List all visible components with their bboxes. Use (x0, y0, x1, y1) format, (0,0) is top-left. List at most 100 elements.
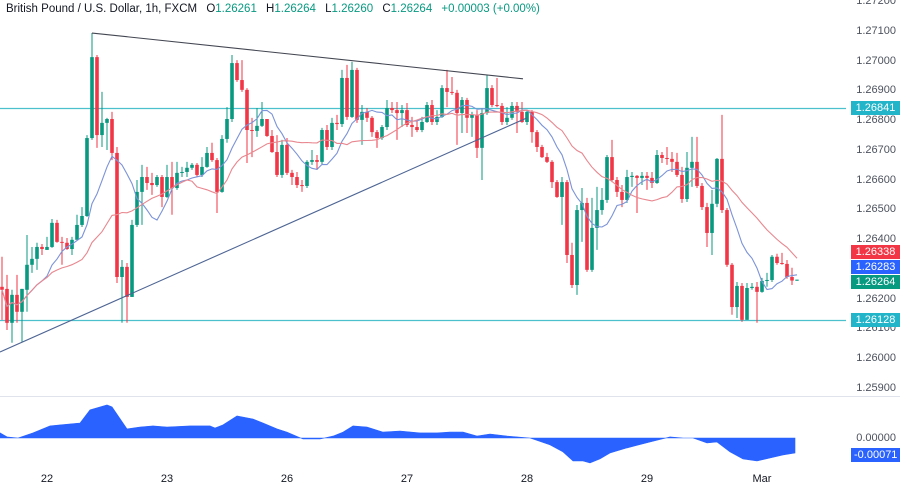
descending-trendline[interactable] (91, 32, 524, 80)
price-tick: 1.26800 (856, 114, 896, 127)
candle-body (725, 210, 729, 265)
candle-body (25, 264, 29, 290)
ohlc-high: H1.26264 (266, 3, 316, 15)
candle-body (255, 125, 259, 131)
candle-up (205, 146, 209, 168)
candle-up (460, 96, 464, 133)
candle-body (645, 175, 649, 178)
candle-up (30, 246, 34, 273)
candle-body (490, 88, 494, 106)
candle-body (250, 130, 254, 132)
price-pane[interactable] (0, 0, 846, 396)
candle-up (640, 171, 644, 186)
candle-down (195, 163, 199, 178)
time-axis[interactable]: 22 23 26 27 28 29 Mar (0, 466, 846, 490)
candle-body (285, 144, 289, 173)
candle-body (495, 105, 499, 107)
candle-up (435, 110, 439, 125)
pane-divider[interactable] (0, 396, 900, 397)
candle-down (635, 174, 639, 214)
candle-up (45, 236, 49, 250)
candle-up (35, 242, 39, 270)
price-change: +0.00003 (+0.00%) (441, 3, 540, 15)
candle-body (360, 111, 364, 120)
candle-body (740, 285, 744, 320)
candle-down (265, 119, 269, 137)
candle-body (560, 182, 564, 197)
candle-body (390, 108, 394, 111)
candle-body (225, 119, 229, 139)
price-tick: 1.27200 (856, 0, 896, 8)
symbol-legend[interactable]: British Pound / U.S. Dollar, 1h, FXCM O 1… (6, 1, 540, 17)
candle-body (625, 177, 629, 200)
candle-up (580, 188, 584, 242)
candle-down (95, 55, 99, 148)
candle-down (790, 267, 794, 286)
candle-body (770, 256, 774, 280)
candle-down (695, 136, 699, 189)
ohlc-high-value: 1.26264 (274, 3, 316, 15)
candle-body (600, 199, 604, 211)
candle-up (260, 102, 264, 128)
candle-body (140, 177, 144, 192)
candle-body (340, 77, 344, 125)
candle-up (180, 166, 184, 178)
candle-body (765, 279, 769, 281)
candle-down (315, 155, 319, 170)
candle-body (700, 185, 704, 208)
price-tick: 1.26700 (856, 143, 896, 156)
candle-down (375, 130, 379, 148)
candle-up (155, 174, 159, 187)
candle-body (790, 276, 794, 281)
horizontal-lines[interactable] (0, 107, 846, 322)
candle-body (15, 294, 19, 312)
candle-body (235, 63, 239, 81)
candle-body (775, 256, 779, 264)
candle-up (185, 161, 189, 178)
candle-body (100, 122, 104, 136)
oscillator-pane[interactable] (0, 397, 846, 465)
candle-body (335, 122, 339, 125)
oscillator-axis[interactable]: 0.00000 -0.00071 (846, 397, 900, 465)
price-tick: 1.27100 (856, 24, 896, 37)
candle-up (575, 204, 579, 295)
candle-down (445, 69, 449, 108)
candle-up (770, 254, 774, 283)
candle-body (505, 117, 509, 122)
candle-up (100, 91, 104, 147)
candle-body (275, 152, 279, 175)
candle-body (355, 69, 359, 120)
candle-body (120, 266, 124, 277)
ohlc-high-label: H (266, 3, 275, 15)
ma-fast-line (1, 104, 798, 308)
candle-body (405, 110, 409, 125)
moving-averages (1, 104, 798, 308)
candle-down (570, 242, 574, 288)
candle-up (795, 279, 799, 281)
ascending-trendline[interactable] (0, 117, 528, 353)
ohlc-open-label: O (206, 3, 216, 15)
candle-body (690, 161, 694, 168)
candle-up (165, 164, 169, 198)
price-axis[interactable]: 1.27200 1.27100 1.27000 1.26900 1.26800 1.267… (846, 0, 900, 396)
candle-body (535, 132, 539, 147)
symbol-title[interactable]: British Pound / U.S. Dollar, 1h, FXCM (6, 3, 198, 15)
candle-down (465, 97, 469, 133)
trendlines[interactable] (0, 32, 528, 353)
candle-body (80, 216, 84, 225)
candle-body (545, 157, 549, 162)
candle-body (550, 161, 554, 183)
candle-up (690, 136, 694, 187)
candle-up (485, 74, 489, 115)
candle-body (635, 175, 639, 178)
time-label: 22 (40, 473, 54, 485)
candle-body (305, 161, 309, 186)
candle-up (560, 177, 564, 225)
candle-up (340, 69, 344, 128)
candle-up (590, 197, 594, 272)
candle-body (150, 182, 154, 186)
candle-body (110, 119, 114, 153)
candle-body (480, 113, 484, 148)
candlestick-series (0, 33, 799, 343)
candle-down (700, 182, 704, 211)
